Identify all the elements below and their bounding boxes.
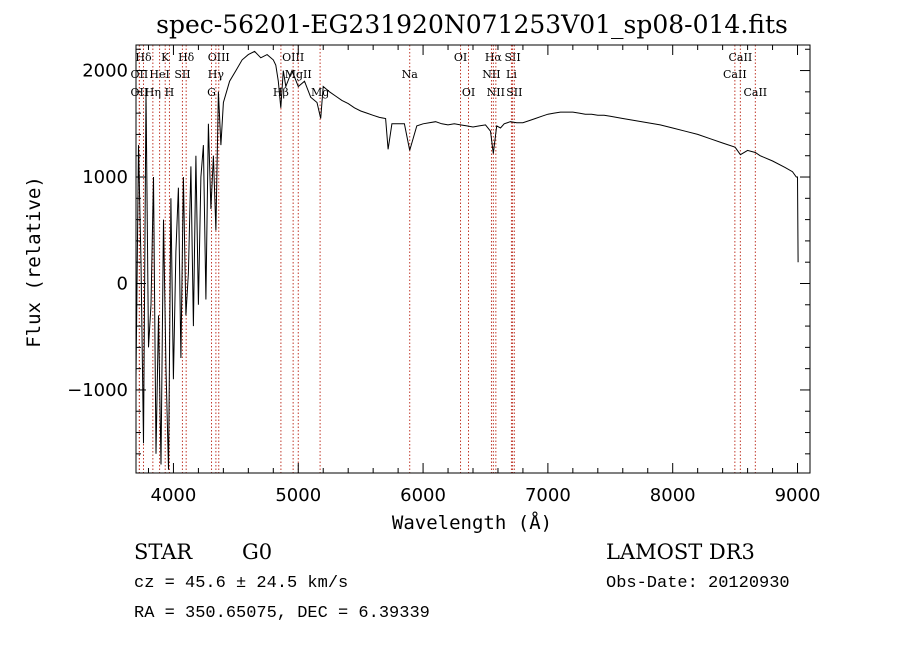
marker-label: OI [454, 51, 467, 64]
y-tick-label: 0 [117, 273, 128, 294]
x-tick-label: 9000 [775, 485, 821, 506]
redshift-text: cz = 45.6 ± 24.5 km/s [134, 574, 349, 593]
y-tick-label: 1000 [82, 167, 128, 188]
marker-label: HeI [149, 68, 169, 81]
marker-label: K [161, 51, 170, 64]
x-tick-label: 6000 [400, 485, 446, 506]
marker-label: OI [462, 86, 475, 99]
marker-label: SII [504, 51, 520, 64]
marker-label: NII [487, 86, 505, 99]
marker-label: SII [174, 68, 190, 81]
axis-ticks: 4000 5000 6000 7000 8000 9000 −1000 0 1000 2000 [67, 45, 820, 506]
marker-label: Mg [311, 86, 329, 99]
coords-text: RA = 350.65075, DEC = 6.39339 [134, 604, 430, 623]
marker-label: CaII [743, 86, 767, 99]
flux-line [135, 50, 799, 470]
marker-label: Hη [145, 86, 161, 99]
marker-label: H [165, 86, 175, 99]
marker-label: OIII [208, 51, 230, 64]
marker-label: Hδ [178, 51, 195, 64]
marker-label: CaII [723, 68, 747, 81]
spectrum-chart: spec-56201-EG231920N071253V01_sp08-014.f… [23, 10, 820, 534]
obs-date-text: Obs-Date: 20120930 [606, 574, 790, 593]
marker-label: Hδ [135, 51, 152, 64]
object-class: STAR [134, 540, 193, 564]
x-tick-label: 5000 [275, 485, 321, 506]
plot-frame [135, 44, 811, 474]
chart-title: spec-56201-EG231920N071253V01_sp08-014.f… [156, 10, 788, 39]
marker-label: SII [506, 86, 522, 99]
object-subclass: G0 [242, 540, 273, 564]
x-tick-label: 7000 [525, 485, 571, 506]
marker-label: NII [482, 68, 500, 81]
marker-label: Hα [485, 51, 503, 64]
marker-label: CaII [729, 51, 753, 64]
marker-label: Li [506, 68, 517, 81]
marker-label: OII [131, 86, 149, 99]
marker-label: Hγ [208, 68, 225, 81]
y-tick-label: 2000 [82, 61, 128, 82]
marker-label: OIII [282, 51, 304, 64]
x-axis-label: Wavelength (Å) [392, 511, 552, 534]
x-tick-label: 4000 [151, 485, 197, 506]
marker-label: Na [402, 68, 419, 81]
survey-name: LAMOST DR3 [606, 540, 755, 564]
y-tick-label: −1000 [67, 380, 128, 401]
x-tick-label: 8000 [650, 485, 696, 506]
marker-label: Hβ [273, 86, 289, 99]
marker-label: G [207, 86, 216, 99]
y-axis-label: Flux (relative) [23, 176, 45, 348]
